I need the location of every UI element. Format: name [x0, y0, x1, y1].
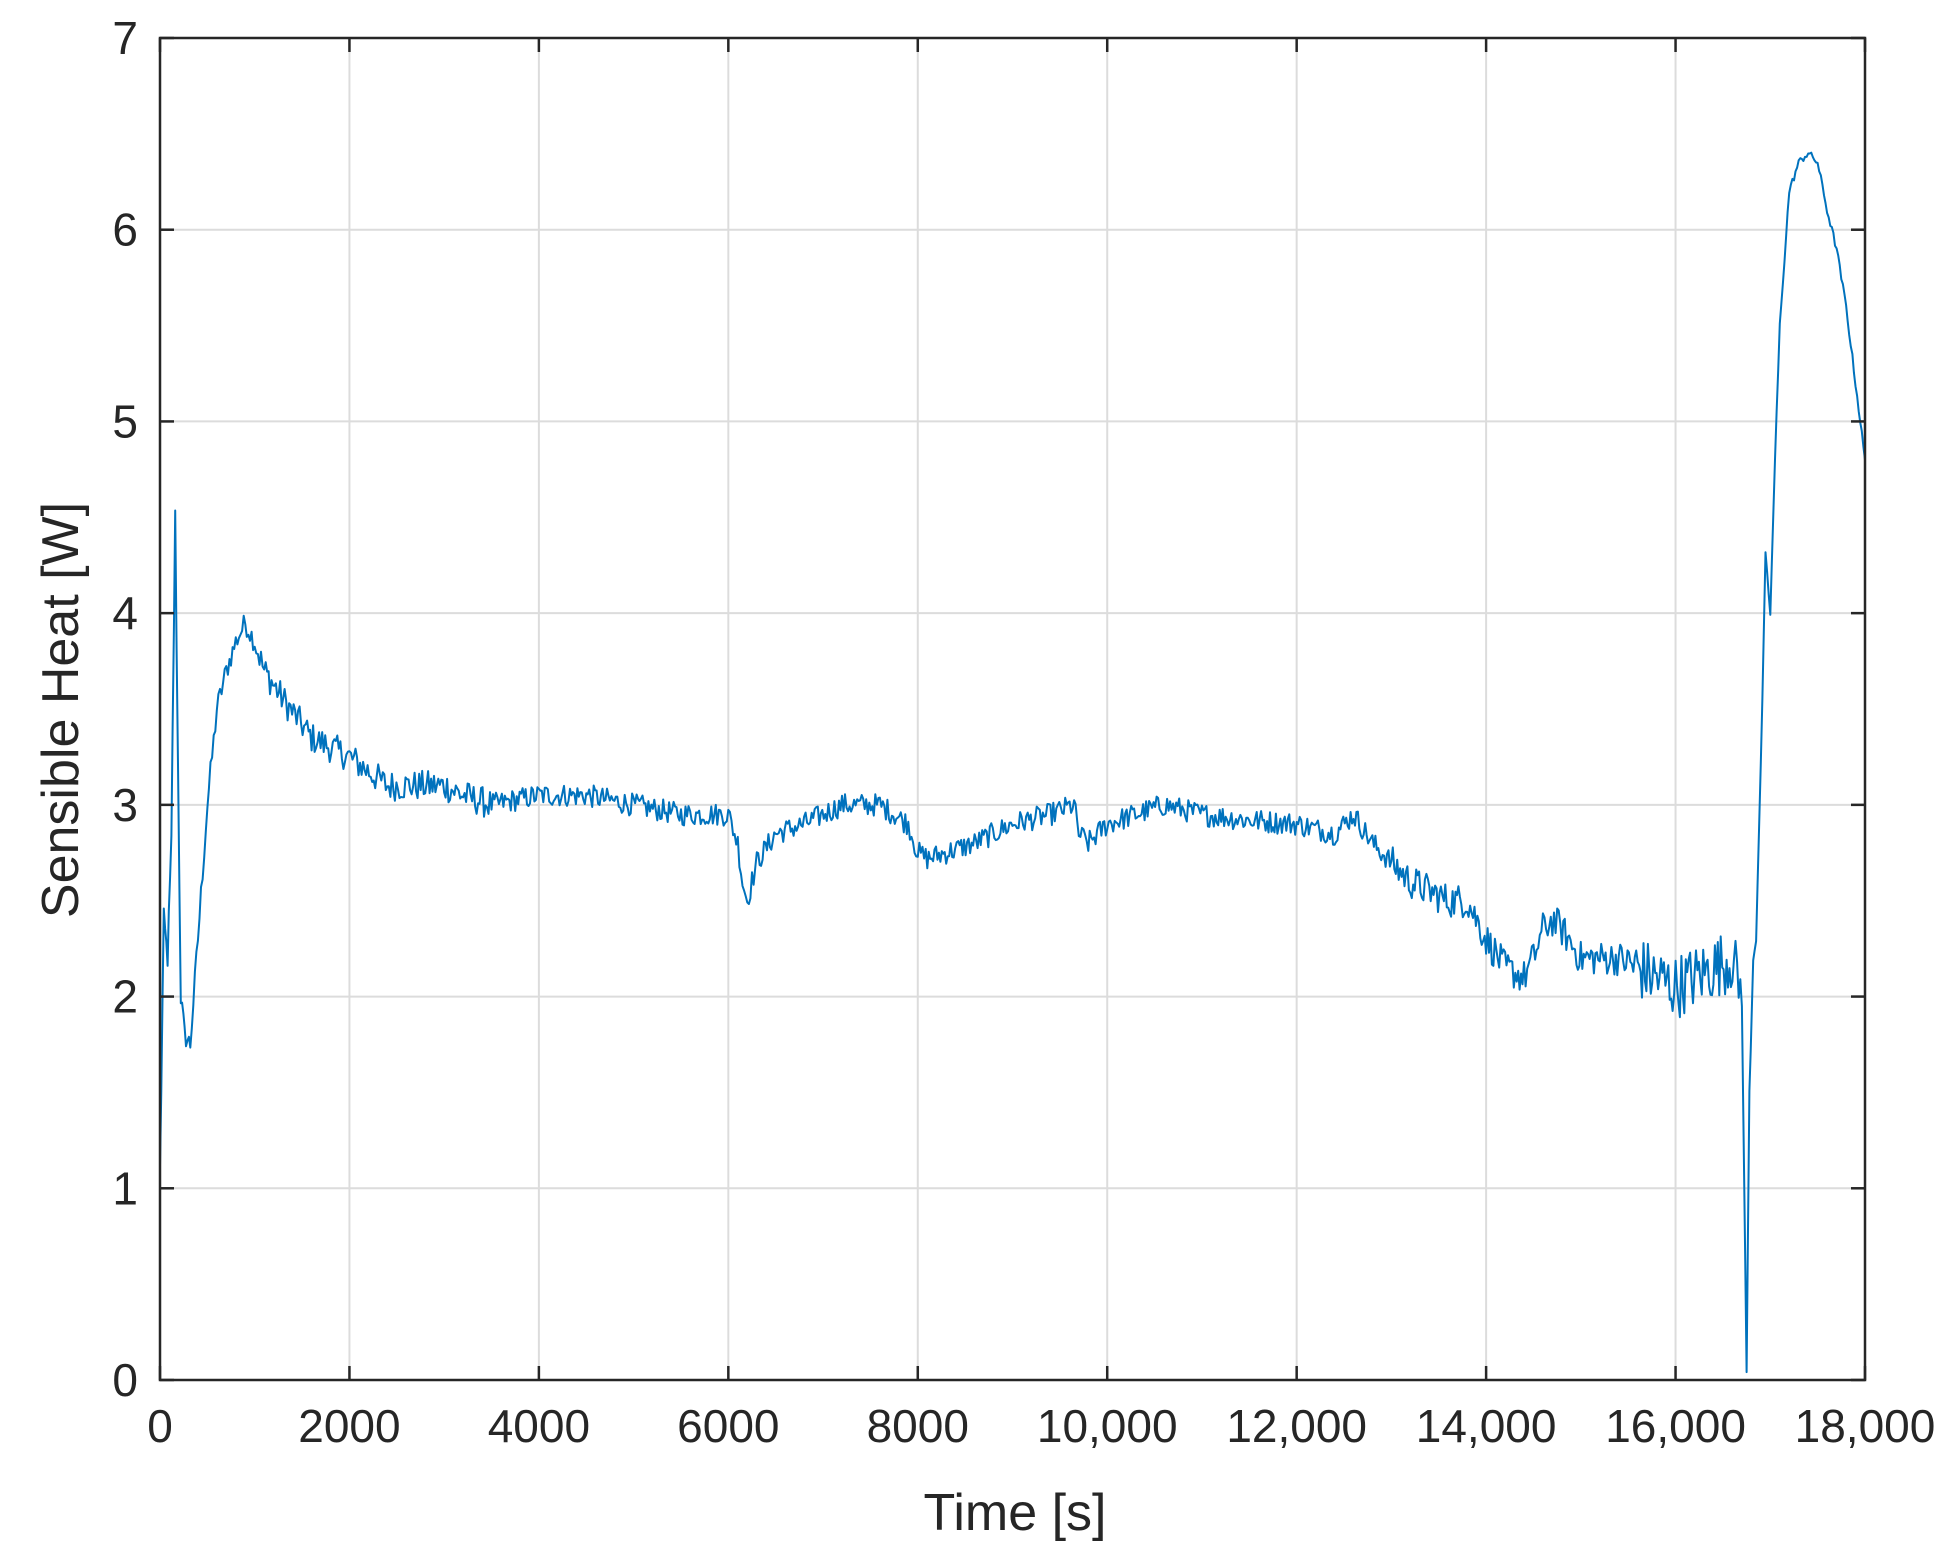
x-tick-label: 18,000	[1795, 1400, 1936, 1452]
y-tick-label: 0	[112, 1354, 138, 1406]
series-line	[159, 151, 1866, 1374]
x-tick-label: 0	[147, 1400, 173, 1452]
y-tick-label: 4	[112, 587, 138, 639]
x-tick-label: 12,000	[1226, 1400, 1367, 1452]
y-tick-labels: 0 1 2 3 4 5 6 7	[112, 12, 138, 1406]
x-tick-label: 6000	[677, 1400, 779, 1452]
plot-area	[159, 151, 1866, 1374]
y-axis-title: Sensible Heat [W]	[32, 502, 90, 918]
axes-box	[158, 36, 1867, 1382]
y-tick-label: 1	[112, 1162, 138, 1214]
x-tick-label: 10,000	[1037, 1400, 1178, 1452]
x-tick-labels: 0 2000 4000 6000 8000 10,000 12,000 14,000 16,00…	[147, 1400, 1935, 1452]
x-tick-label: 16,000	[1605, 1400, 1746, 1452]
x-tick-label: 4000	[488, 1400, 590, 1452]
x-tick-label: 8000	[867, 1400, 969, 1452]
y-tick-label: 2	[112, 971, 138, 1023]
x-tick-label: 2000	[298, 1400, 400, 1452]
y-tick-label: 6	[112, 204, 138, 256]
y-tick-label: 5	[112, 395, 138, 447]
x-tick-label: 14,000	[1416, 1400, 1557, 1452]
y-tick-label: 3	[112, 779, 138, 831]
x-axis-title: Time [s]	[924, 1484, 1107, 1542]
tick-marks	[158, 36, 1867, 1382]
y-tick-label: 7	[112, 12, 138, 64]
